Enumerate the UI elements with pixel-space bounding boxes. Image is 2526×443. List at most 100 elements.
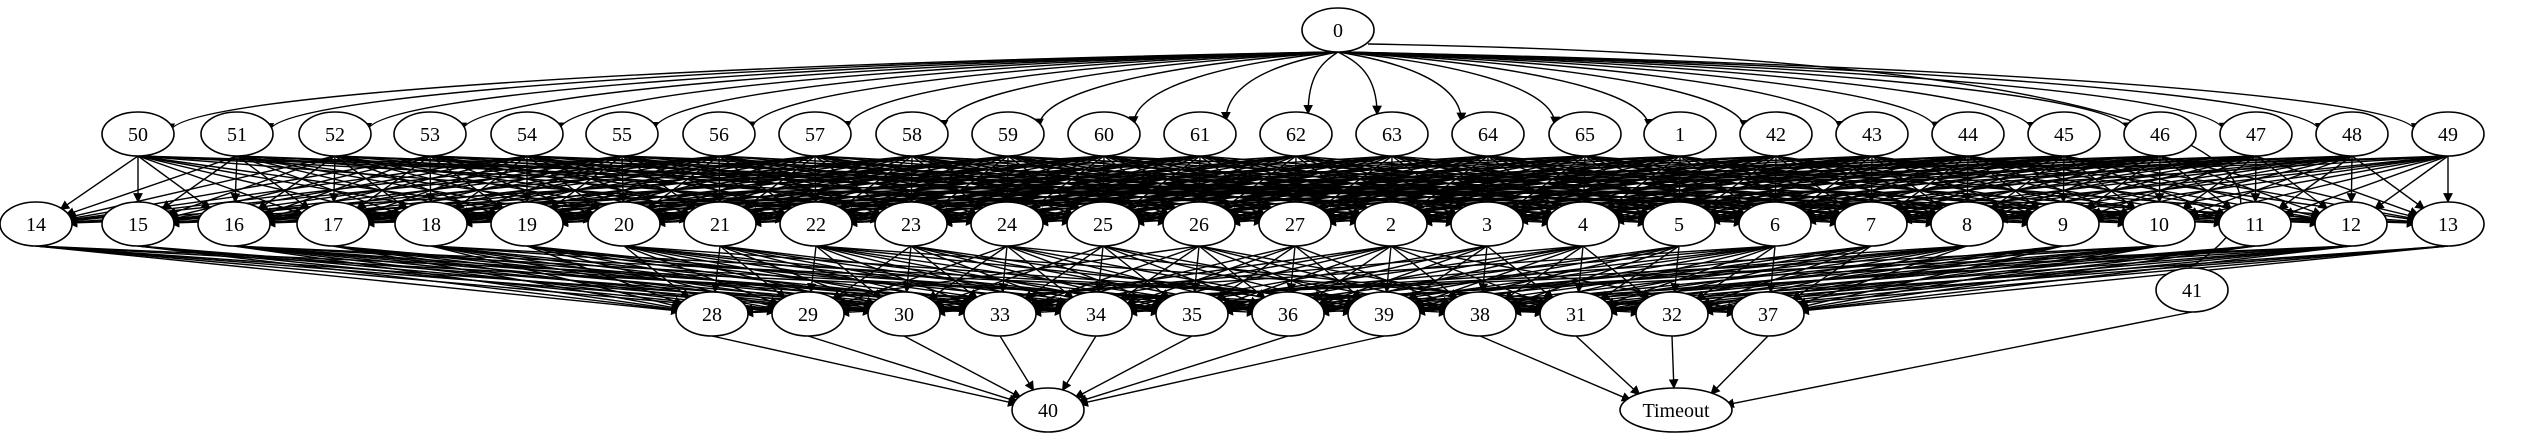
node-2: 2 — [1354, 201, 1428, 247]
node-5-shape — [1642, 201, 1716, 247]
node-4-label: 4 — [1578, 214, 1588, 236]
node-10-label: 10 — [2149, 214, 2169, 236]
edge-10-to-39 — [1415, 245, 2160, 316]
edge-0-to-43 — [1337, 51, 1846, 131]
edge-25-to-34 — [1094, 245, 1105, 294]
edge-51-to-14 — [64, 155, 238, 217]
edge-0-to-55 — [649, 51, 1339, 132]
node-23-shape — [874, 201, 948, 247]
node-26-shape — [1162, 201, 1236, 247]
node-10-shape — [2122, 201, 2196, 247]
node-57-label: 57 — [805, 124, 825, 146]
edge-39-to-40 — [1078, 335, 1385, 407]
node-41-label: 41 — [2182, 280, 2202, 302]
node-25-label: 25 — [1093, 214, 1113, 236]
node-38: 38 — [1443, 291, 1517, 337]
edge-22-to-29 — [806, 245, 817, 294]
node-11-label: 11 — [2245, 214, 2264, 236]
node-55-shape — [585, 111, 659, 157]
node-54: 54 — [490, 111, 564, 157]
node-1-shape — [1643, 111, 1717, 157]
node-58-shape — [875, 111, 949, 157]
node-20: 20 — [587, 201, 661, 247]
node-52-shape — [298, 111, 372, 157]
node-24-label: 24 — [997, 214, 1017, 236]
node-6-label: 6 — [1770, 214, 1780, 236]
node-43-shape — [1835, 111, 1909, 157]
node-16: 16 — [197, 201, 271, 247]
node-31-label: 31 — [1566, 304, 1586, 326]
node-39-shape — [1347, 291, 1421, 337]
node-14-label: 14 — [26, 214, 46, 236]
node-42-shape — [1739, 111, 1813, 157]
node-16-label: 16 — [224, 214, 244, 236]
node-10: 10 — [2122, 201, 2196, 247]
edge-35-to-40 — [1074, 335, 1193, 399]
node-14: 14 — [0, 201, 73, 247]
node-15-label: 15 — [128, 214, 148, 236]
node-40: 40 — [1011, 387, 1085, 433]
node-48: 48 — [2315, 111, 2389, 157]
edge-4-to-32 — [1582, 245, 1650, 299]
node-23-label: 23 — [901, 214, 921, 236]
node-35: 35 — [1155, 291, 1229, 337]
node-49-shape — [2411, 111, 2485, 157]
node-46: 46 — [2123, 111, 2197, 157]
graph-nodes: 050 51 52 53 54 55 56 57 58 59 60 61 62 63 64 65 1 42 43 44… — [0, 7, 2485, 433]
node-28: 28 — [675, 291, 749, 337]
node-65: 65 — [1548, 111, 1622, 157]
node-12: 12 — [2314, 201, 2388, 247]
edge-0-to-42 — [1337, 51, 1750, 130]
node-41: 41 — [2155, 267, 2229, 313]
node-22-shape — [779, 201, 853, 247]
edge-2-to-38 — [1390, 245, 1458, 299]
node-56-shape — [682, 111, 756, 157]
node-54-label: 54 — [517, 124, 537, 146]
edge-25-to-30 — [932, 245, 1104, 307]
node-59-label: 59 — [998, 124, 1018, 146]
node-timeout: Timeout — [1619, 387, 1733, 433]
edge-4-to-29 — [839, 245, 1584, 316]
node-30-label: 30 — [894, 304, 914, 326]
node-25: 25 — [1066, 201, 1140, 247]
node-48-shape — [2315, 111, 2389, 157]
node-50: 50 — [101, 111, 175, 157]
node-46-label: 46 — [2150, 124, 2170, 146]
node-30: 30 — [867, 291, 941, 337]
node-32: 32 — [1635, 291, 1709, 337]
edge-5-to-38 — [1508, 245, 1680, 307]
node-3-shape — [1450, 201, 1524, 247]
edge-0-to-59 — [1034, 51, 1339, 129]
edge-24-to-29 — [836, 245, 1008, 307]
node-40-shape — [1011, 387, 1085, 433]
node-42: 42 — [1739, 111, 1813, 157]
node-28-shape — [675, 291, 749, 337]
node-7-label: 7 — [1866, 214, 1876, 236]
node-51: 51 — [200, 111, 274, 157]
edge-25-to-35 — [1102, 245, 1170, 299]
node-61: 61 — [1163, 111, 1237, 157]
edge-0-to-49 — [1337, 51, 2421, 133]
node-21-label: 21 — [710, 214, 730, 236]
node-62-shape — [1259, 111, 1333, 157]
edge-17-to-28 — [332, 245, 682, 313]
edge-54-to-17 — [361, 155, 528, 217]
edge-16-to-30 — [233, 245, 873, 316]
node-9-shape — [2026, 201, 2100, 247]
edge-50-to-14 — [59, 155, 139, 211]
node-29: 29 — [771, 291, 845, 337]
edge-37-to-Timeout — [1710, 335, 1769, 395]
node-28-label: 28 — [702, 304, 722, 326]
node-11-shape — [2218, 201, 2292, 247]
node-53-shape — [393, 111, 467, 157]
node-4-shape — [1546, 201, 1620, 247]
edge-53-to-16 — [262, 155, 431, 217]
edge-12-to-33 — [1031, 245, 2352, 317]
node-45-shape — [2027, 111, 2101, 157]
edge-0-to-61 — [1220, 51, 1339, 122]
edge-13-to-37 — [1799, 245, 2449, 316]
node-34: 34 — [1059, 291, 1133, 337]
node-48-label: 48 — [2342, 124, 2362, 146]
node-43: 43 — [1835, 111, 1909, 157]
